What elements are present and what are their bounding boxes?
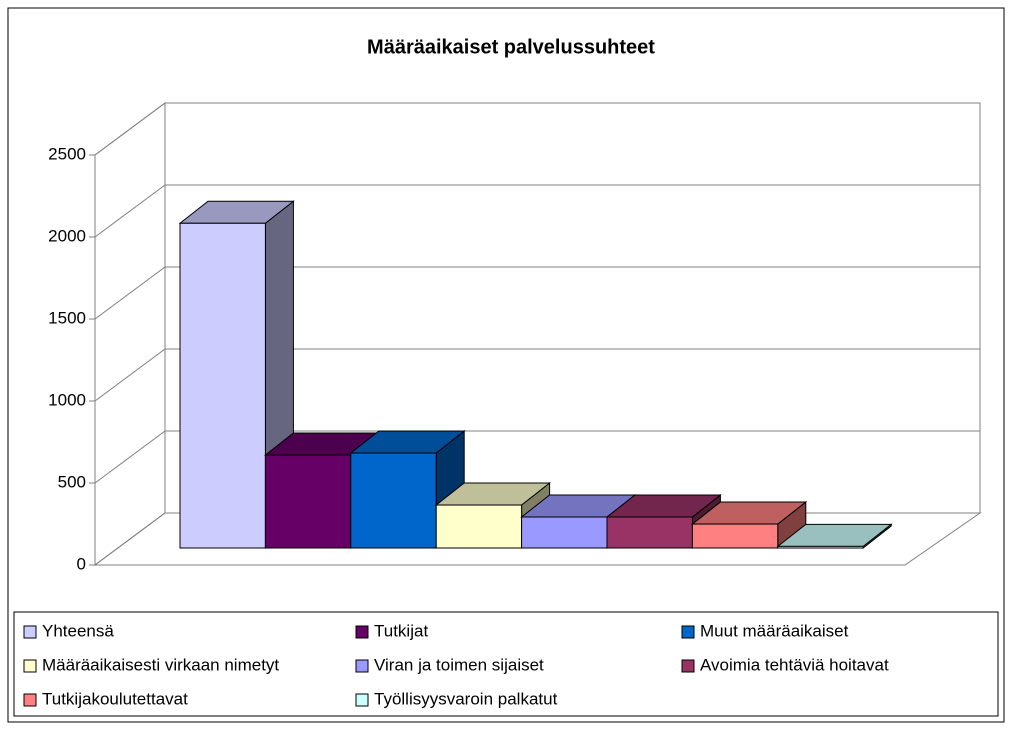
legend-label: Muut määräaikaiset [700,621,849,640]
side-wall [94,102,166,566]
grid-line [94,348,980,402]
y-tick-label: 2500 [48,144,86,163]
y-tick-label: 500 [58,472,86,491]
legend-swatch [681,625,695,639]
bar [777,545,864,549]
legend-swatch [355,659,369,673]
y-tick-label: 1000 [48,390,86,409]
legend-swatch [681,659,695,673]
grid-line [94,102,980,156]
chart-title: Määräaikaiset palvelussuhteet [367,36,655,58]
legend-label: Viran ja toimen sijaiset [374,655,544,674]
bar [521,516,608,549]
bar [435,504,523,549]
legend-swatch [355,693,369,707]
legend-label: Yhteensä [42,621,114,640]
legend-box [13,611,999,717]
legend-swatch [23,625,37,639]
legend-swatch [23,693,37,707]
legend-label: Avoimia tehtäviä hoitavat [700,655,889,674]
legend-swatch [23,659,37,673]
bar [691,523,779,549]
bar [179,222,266,549]
grid-line [94,430,980,484]
y-tick-label: 0 [77,554,86,573]
bar [350,452,437,549]
grid-line [94,184,980,238]
legend-label: Tutkijat [374,621,428,640]
legend-swatch [355,625,369,639]
grid-line [94,266,980,320]
bar [264,454,352,549]
y-tick-label: 2000 [48,226,86,245]
y-tick-label: 1500 [48,308,86,327]
legend-label: Määräaikaisesti virkaan nimetyt [42,655,279,674]
bar [606,516,693,549]
legend-label: Työllisyysvaroin palkatut [374,689,558,708]
legend-label: Tutkijakoulutettavat [42,689,188,708]
